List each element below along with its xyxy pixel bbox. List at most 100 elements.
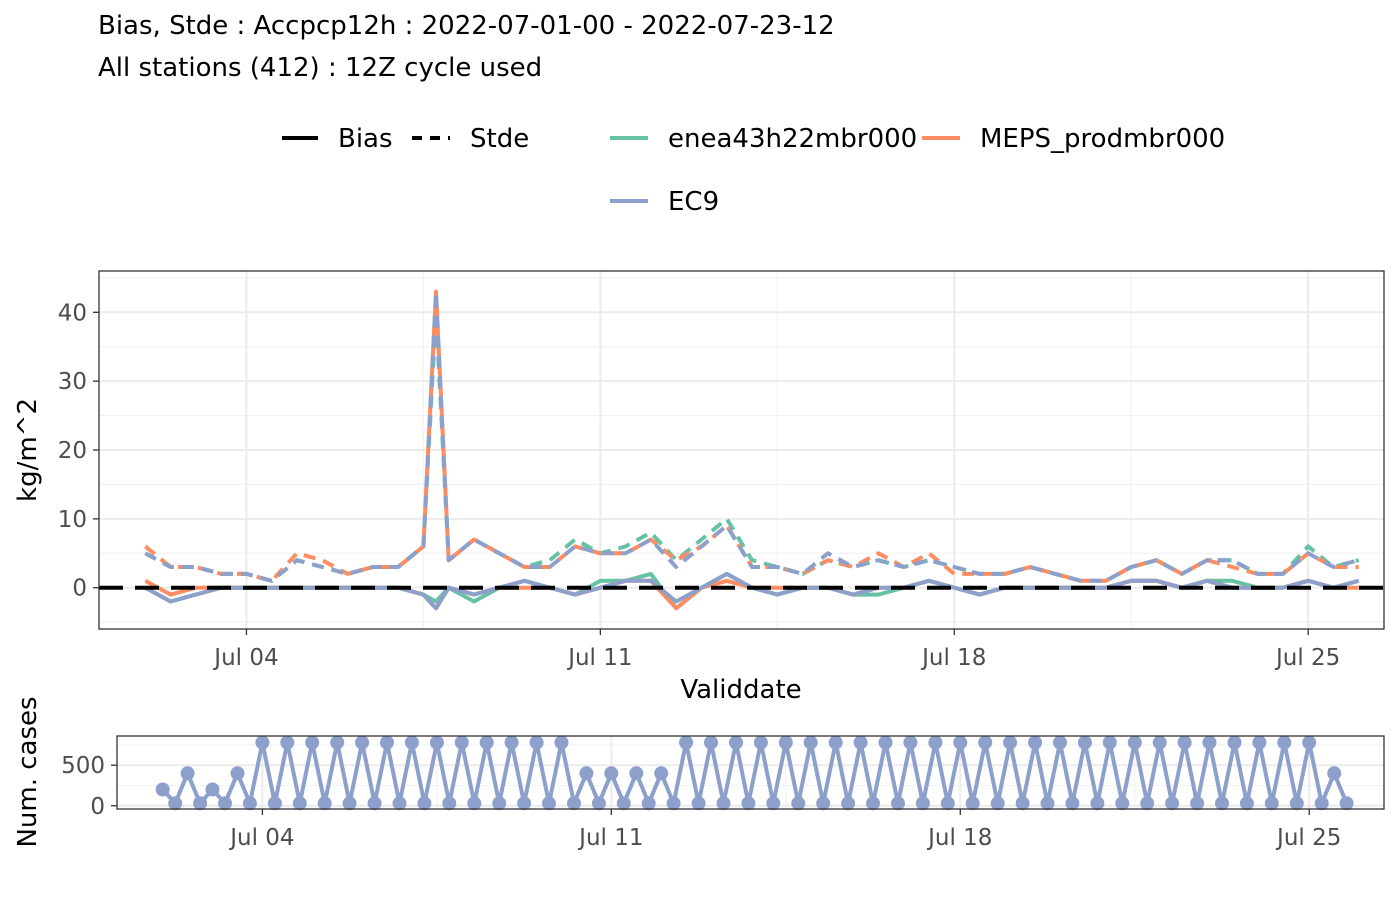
count-point [492, 796, 507, 811]
count-point [629, 766, 644, 781]
count-point [704, 735, 718, 750]
legend: Bias Stde enea43h22mbr000 MEPS_prodmbr00… [282, 124, 1225, 217]
chart-title: Bias, Stde : Accpcp12h : 2022-07-01-00 -… [98, 11, 835, 41]
count-series-line [161, 740, 1349, 806]
count-panel-border [116, 735, 1385, 810]
count-point [417, 796, 432, 811]
count-plot-panel: 0 500 Jul 04 Jul 11 Jul 18 Jul 25 [61, 735, 1385, 851]
count-point [255, 735, 270, 750]
count-point [1090, 796, 1105, 811]
count-point [965, 796, 980, 811]
count-point [1215, 796, 1229, 811]
y-tick-label: 10 [58, 507, 87, 533]
x-tick-label: Jul 04 [212, 645, 278, 671]
count-point [891, 796, 905, 811]
count-point [828, 735, 843, 750]
count-point [467, 796, 482, 811]
count-point [729, 735, 743, 750]
count-point [1053, 735, 1067, 750]
count-point [479, 735, 494, 750]
legend-label-bias: Bias [338, 124, 393, 154]
count-point [666, 796, 681, 811]
count-point [168, 796, 183, 811]
count-point [816, 796, 831, 811]
count-point [1252, 735, 1267, 750]
count-point [953, 735, 968, 750]
count-point [1177, 735, 1192, 750]
count-point [180, 766, 195, 781]
count-point [504, 735, 519, 750]
count-point [990, 796, 1005, 811]
count-x-tick-label: Jul 04 [228, 825, 294, 851]
count-point [853, 735, 868, 750]
count-point [903, 735, 918, 750]
count-point [604, 766, 619, 781]
count-point [940, 796, 955, 811]
x-axis-title: Validdate [680, 675, 801, 705]
count-point [679, 735, 694, 750]
count-x-tick-label: Jul 11 [577, 825, 643, 851]
count-point [915, 796, 930, 811]
count-point [155, 782, 170, 797]
count-point [766, 796, 781, 811]
main-plot-panel: 0 10 20 30 40 Jul 04 Jul 11 Jul 18 Jul 25 [58, 270, 1385, 671]
series-line-ec9-stde [144, 289, 1360, 583]
count-point [317, 796, 332, 811]
count-point [616, 796, 631, 811]
count-point [841, 796, 856, 811]
count-point [429, 735, 444, 750]
count-point [330, 735, 345, 750]
count-point [380, 735, 394, 750]
count-point [1302, 735, 1317, 750]
count-point [591, 796, 606, 811]
y-tick-label: 20 [58, 438, 87, 464]
count-point [1077, 735, 1092, 750]
count-point [355, 735, 370, 750]
count-point [579, 766, 594, 781]
count-point [1327, 766, 1342, 781]
count-point [1227, 735, 1242, 750]
count-point [1289, 796, 1304, 811]
count-point [454, 735, 469, 750]
count-point [778, 735, 793, 750]
legend-label-ec9: EC9 [668, 187, 719, 217]
count-x-tick-label: Jul 25 [1275, 825, 1341, 851]
count-y-axis-title: Num. cases [13, 696, 43, 847]
count-point [1165, 796, 1180, 811]
count-point [542, 796, 556, 811]
count-point [529, 735, 544, 750]
legend-label-enea43h22mbr000: enea43h22mbr000 [668, 124, 917, 154]
count-point [741, 796, 756, 811]
count-point [1314, 796, 1329, 811]
count-point [928, 735, 943, 750]
chart-subtitle: All stations (412) : 12Z cycle used [98, 53, 542, 83]
y-tick-label: 40 [58, 300, 87, 326]
series-line-meps-prodmbr000-stde [144, 289, 1359, 583]
count-point [242, 796, 257, 811]
count-point [367, 796, 382, 811]
count-point [1190, 796, 1205, 811]
count-point [1152, 735, 1167, 750]
count-point [554, 735, 569, 750]
count-point [878, 735, 893, 750]
count-point [392, 796, 407, 811]
count-point [280, 735, 295, 750]
count-point [218, 796, 232, 811]
count-point [205, 782, 220, 797]
y-tick-label: 30 [58, 369, 87, 395]
x-tick-label: Jul 11 [566, 645, 632, 671]
count-x-tick-label: Jul 18 [926, 825, 992, 851]
count-point [654, 766, 669, 781]
count-point [517, 796, 532, 811]
count-y-tick-label: 0 [90, 794, 105, 820]
count-point [1140, 796, 1155, 811]
count-point [193, 796, 208, 811]
count-point [404, 735, 419, 750]
count-point [978, 735, 993, 750]
count-point [1127, 735, 1142, 750]
count-point [1040, 796, 1055, 811]
count-point [1264, 796, 1279, 811]
y-tick-label: 0 [72, 576, 87, 602]
